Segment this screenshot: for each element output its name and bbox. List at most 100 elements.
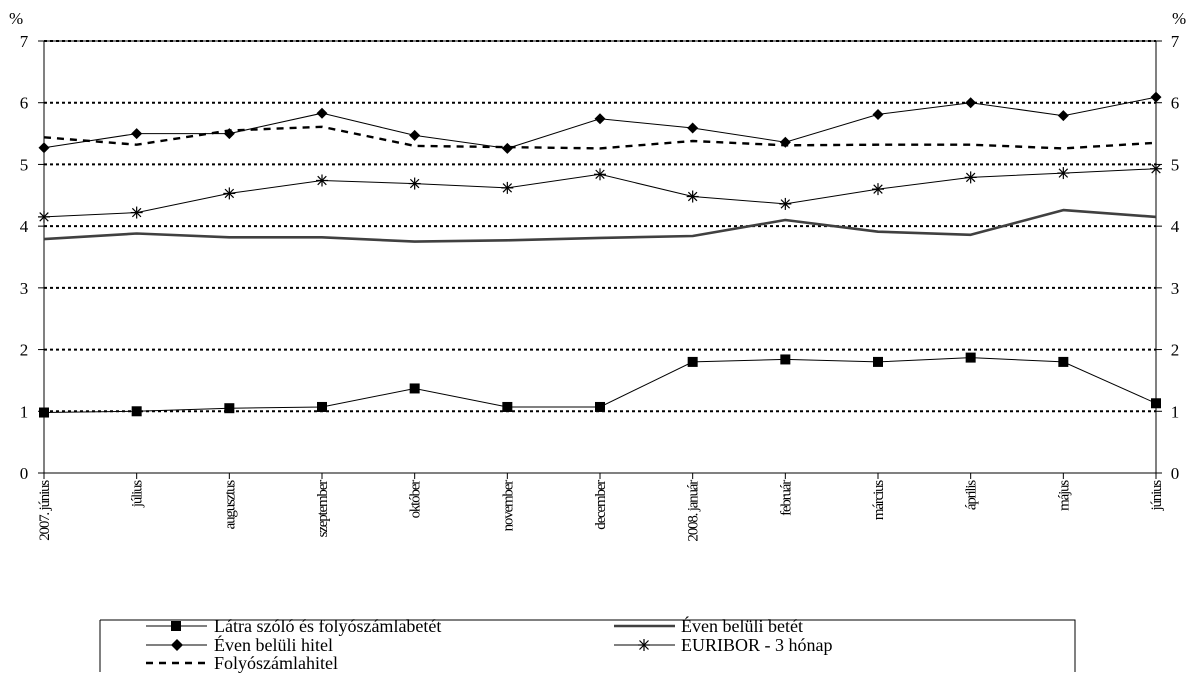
y-tick-label-left: 0 xyxy=(20,464,29,483)
legend-label-folyoszamlahitel: Folyószámlahitel xyxy=(214,653,338,673)
gridlines xyxy=(44,40,1156,413)
euribor-point-stroke xyxy=(409,178,420,189)
euribor-point xyxy=(130,206,143,219)
legend-label-even-betet: Éven belüli betét xyxy=(681,615,803,636)
x-tick-label: szeptember xyxy=(315,480,331,538)
y-tick-label-right: 6 xyxy=(1171,94,1180,113)
x-tick-label: február xyxy=(778,480,794,516)
hitel-point xyxy=(687,122,699,134)
y-tick-label-left: 7 xyxy=(20,32,29,51)
hitel-point xyxy=(965,97,977,109)
y-tick-label-left: 4 xyxy=(20,217,29,236)
euribor-point xyxy=(408,177,421,190)
legend-label-even-hitel: Éven belüli hitel xyxy=(214,634,333,655)
hitel-point xyxy=(501,142,513,154)
euribor-point-stroke xyxy=(39,212,49,222)
x-tick-label: december xyxy=(593,480,609,530)
legend-marker-diamond xyxy=(171,639,183,651)
hitel-point xyxy=(1057,110,1069,122)
euribor-point-stroke xyxy=(502,183,513,193)
x-tick-label: augusztus xyxy=(222,480,238,530)
y-tick-label-left: 1 xyxy=(20,402,29,421)
x-tick-label: november xyxy=(500,480,516,532)
euribor-point-stroke xyxy=(1151,164,1161,174)
y-axis-unit-right: % xyxy=(1172,9,1186,28)
euribor-point xyxy=(38,210,50,223)
y-tick-label-right: 4 xyxy=(1171,217,1180,236)
x-tick-label: július xyxy=(130,480,146,509)
y-tick-label-right: 2 xyxy=(1171,341,1180,360)
legend-label-latra: Látra szóló és folyószámlabetét xyxy=(214,616,441,636)
y-tick-label-right: 5 xyxy=(1171,155,1180,174)
euribor-point-stroke xyxy=(595,169,605,180)
euribor-point xyxy=(223,187,236,200)
hitel-point xyxy=(38,142,50,154)
latra-point xyxy=(873,356,883,367)
y-tick-label-right: 1 xyxy=(1171,402,1180,421)
x-tick-label: 2008. január xyxy=(686,480,702,542)
y-tick-label-left: 6 xyxy=(20,94,29,113)
y-axis-unit-left: % xyxy=(9,9,23,28)
euribor-point xyxy=(316,174,328,187)
euribor-point-stroke xyxy=(131,207,142,218)
series-line-even-beluli-betet xyxy=(43,208,1157,243)
latra-point xyxy=(131,406,142,417)
y-ticks-right: 0 1 2 3 4 5 6 7 xyxy=(1156,32,1180,483)
x-tick-label: június xyxy=(1149,480,1165,512)
y-tick-label-right: 0 xyxy=(1171,464,1180,483)
latra-point xyxy=(409,383,420,394)
latra-point xyxy=(595,401,605,412)
euribor-point-stroke xyxy=(780,199,791,209)
y-tick-label-left: 2 xyxy=(20,341,29,360)
y-tick-label-right: 7 xyxy=(1171,32,1180,51)
euribor-point xyxy=(501,181,514,194)
x-tick-label: április xyxy=(964,480,980,510)
legend-label-euribor: EURIBOR - 3 hónap xyxy=(681,635,833,655)
y-tick-label-right: 3 xyxy=(1171,279,1180,298)
hitel-point xyxy=(594,113,606,125)
latra-point xyxy=(39,407,49,418)
x-tick-label: március xyxy=(871,480,887,520)
latra-point xyxy=(965,352,976,363)
hitel-point xyxy=(131,128,143,140)
legend-marker-asterisk xyxy=(638,639,650,651)
euribor-point-stroke xyxy=(965,172,976,183)
latra-point xyxy=(780,354,791,365)
euribor-point xyxy=(779,197,792,210)
legend-border xyxy=(99,619,1076,672)
euribor-point xyxy=(686,190,699,203)
latra-point xyxy=(224,403,235,414)
legend-marker-square xyxy=(171,621,181,631)
hitel-point xyxy=(409,129,421,141)
euribor-point xyxy=(1150,162,1162,175)
y-tick-label-left: 3 xyxy=(20,279,29,298)
euribor-point-stroke xyxy=(317,175,327,186)
x-tick-label: október xyxy=(408,480,424,519)
latra-point xyxy=(502,401,513,412)
euribor-point xyxy=(872,183,884,196)
euribor-point xyxy=(964,171,977,184)
euribor-point-stroke xyxy=(224,188,235,199)
hitel-point xyxy=(872,108,884,120)
hitel-point xyxy=(223,128,235,140)
y-tick-label-left: 5 xyxy=(20,155,29,174)
hitel-point xyxy=(1150,91,1162,103)
hitel-point xyxy=(779,136,791,148)
x-tick-label: 2007. június xyxy=(37,480,53,541)
latra-point xyxy=(1058,356,1069,367)
latra-point xyxy=(317,401,327,412)
series-layer xyxy=(38,91,1162,418)
latra-point xyxy=(687,356,698,367)
euribor-point xyxy=(594,168,606,181)
euribor-point-stroke xyxy=(873,184,883,194)
euribor-point-stroke xyxy=(687,191,698,202)
legend: Látra szóló és folyószámlabetét Éven bel… xyxy=(99,615,1076,673)
latra-point xyxy=(1151,398,1161,409)
hitel-point xyxy=(316,107,328,119)
euribor-point-stroke xyxy=(1058,168,1069,178)
x-tick-label: május xyxy=(1056,480,1072,511)
series-line-folyoszamlahitel xyxy=(43,125,1157,150)
euribor-point xyxy=(1057,167,1070,180)
x-ticks: 2007. június július augusztus szeptember okt… xyxy=(37,473,1165,542)
